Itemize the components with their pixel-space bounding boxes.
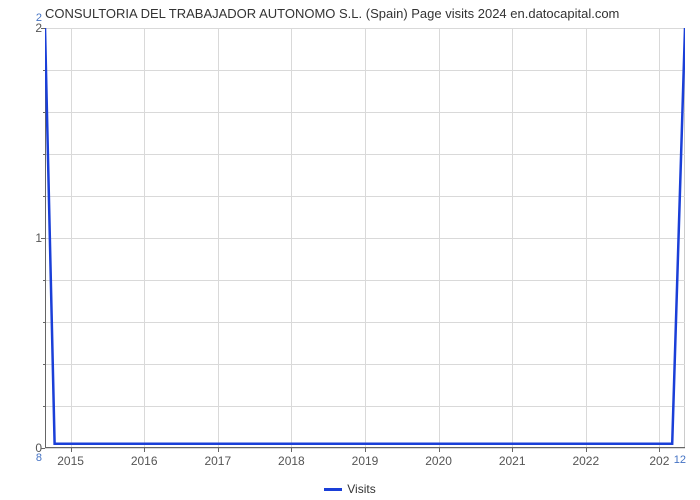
x-tick-label: 2017 [204,454,231,468]
x-tick-label: 2016 [131,454,158,468]
y-secondary-label: 2 [7,12,42,24]
visits-line [45,28,685,448]
x-tick-label: 2015 [57,454,84,468]
y-minor-tick [43,196,45,197]
y-secondary-label: 8 [7,452,42,464]
chart-title: CONSULTORIA DEL TRABAJADOR AUTONOMO S.L.… [45,6,619,21]
x-secondary-label: 12 [674,454,686,466]
x-tick-mark [512,448,513,452]
x-tick-mark [659,448,660,452]
x-tick-label: 2018 [278,454,305,468]
x-tick-mark [218,448,219,452]
x-tick-label: 2022 [572,454,599,468]
y-tick-mark [41,448,45,449]
x-tick-mark [71,448,72,452]
y-minor-tick [43,154,45,155]
y-minor-tick [43,112,45,113]
legend-label: Visits [347,482,375,496]
y-tick-mark [41,238,45,239]
chart-plot-area [45,28,685,448]
x-tick-label: 2020 [425,454,452,468]
x-tick-label: 2021 [499,454,526,468]
legend-swatch [324,488,342,491]
x-tick-mark [291,448,292,452]
x-tick-label: 202 [649,454,669,468]
x-tick-mark [144,448,145,452]
x-tick-mark [439,448,440,452]
y-minor-tick [43,70,45,71]
y-minor-tick [43,364,45,365]
x-tick-mark [365,448,366,452]
y-tick-mark [41,28,45,29]
y-minor-tick [43,280,45,281]
y-tick-label: 1 [7,231,42,245]
x-tick-label: 2019 [352,454,379,468]
x-tick-mark [586,448,587,452]
y-minor-tick [43,322,45,323]
legend: Visits [0,481,700,496]
y-minor-tick [43,406,45,407]
